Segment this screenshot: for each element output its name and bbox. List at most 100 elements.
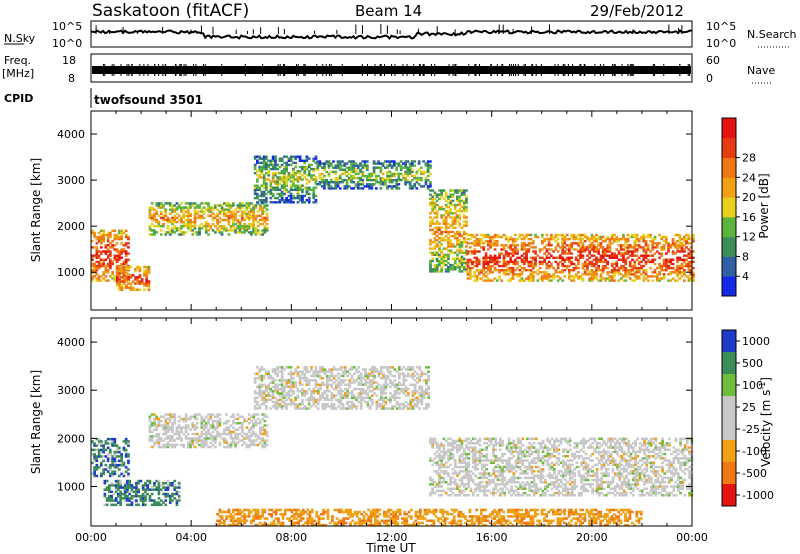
echo-pixel <box>111 246 114 249</box>
echo-pixel <box>139 479 143 483</box>
echo-pixel <box>189 218 192 222</box>
echo-pixel <box>211 424 215 427</box>
echo-pixel <box>274 407 277 410</box>
echo-pixel <box>468 273 472 276</box>
echo-pixel <box>442 222 446 225</box>
echo-pixel <box>150 430 154 434</box>
echo-pixel <box>449 241 452 244</box>
echo-pixel <box>339 400 343 404</box>
echo-pixel <box>350 390 354 393</box>
echo-pixel <box>122 448 126 452</box>
echo-pixel <box>473 250 477 253</box>
echo-pixel <box>495 262 499 266</box>
echo-pixel <box>554 260 558 264</box>
echo-pixel <box>345 170 349 174</box>
echo-pixel <box>449 251 452 254</box>
echo-pixel <box>368 176 371 180</box>
echo-pixel <box>397 183 401 186</box>
echo-pixel <box>617 244 621 247</box>
echo-pixel <box>177 484 181 487</box>
echo-pixel <box>95 466 99 469</box>
echo-pixel <box>475 250 479 253</box>
echo-pixel <box>241 231 244 234</box>
echo-pixel <box>119 503 122 507</box>
echo-pixel <box>527 242 531 245</box>
echo-pixel <box>362 398 365 402</box>
echo-pixel <box>97 437 101 441</box>
echo-pixel <box>202 426 206 429</box>
colorbar-segment <box>722 137 736 159</box>
echo-pixel <box>477 258 481 261</box>
echo-pixel <box>382 387 385 391</box>
echo-pixel <box>207 225 210 228</box>
echo-pixel <box>462 214 466 217</box>
echo-pixel <box>689 273 693 276</box>
echo-pixel <box>296 366 300 369</box>
echo-pixel <box>447 239 450 242</box>
echo-pixel <box>595 277 598 280</box>
echo-pixel <box>619 252 623 255</box>
echo-pixel <box>91 229 94 232</box>
echo-pixel <box>334 183 338 186</box>
echo-pixel <box>252 229 255 232</box>
echo-pixel <box>256 155 259 158</box>
echo-pixel <box>649 275 652 278</box>
echo-pixel <box>380 390 383 393</box>
echo-pixel <box>635 254 639 257</box>
echo-pixel <box>103 481 107 485</box>
echo-pixel <box>406 166 410 169</box>
echo-pixel <box>303 172 307 175</box>
echo-pixel <box>267 174 270 177</box>
echo-pixel <box>105 479 109 483</box>
echo-pixel <box>234 229 237 232</box>
echo-pixel <box>214 231 217 234</box>
echo-pixel <box>218 216 222 220</box>
echo-pixel <box>456 263 459 267</box>
echo-pixel <box>545 244 549 247</box>
echo-pixel <box>141 501 145 504</box>
echo-pixel <box>97 448 101 452</box>
echo-pixel <box>359 400 363 404</box>
echo-pixel <box>458 268 462 271</box>
echo-pixel <box>303 368 307 371</box>
echo-pixel <box>123 499 127 502</box>
echo-pixel <box>298 165 302 169</box>
echo-pixel <box>259 441 262 444</box>
echo-pixel <box>359 162 362 165</box>
echo-pixel <box>214 415 217 418</box>
echo-pixel <box>258 368 261 371</box>
colorbar-segment <box>722 216 736 238</box>
echo-pixel <box>568 275 571 278</box>
echo-pixel <box>122 474 126 478</box>
echo-pixel <box>511 254 515 257</box>
echo-pixel <box>532 256 535 259</box>
echo-pixel <box>511 244 515 247</box>
echo-pixel <box>667 250 670 253</box>
echo-pixel <box>157 497 161 500</box>
echo-pixel <box>120 248 123 251</box>
echo-pixel <box>543 252 546 255</box>
echo-pixel <box>125 284 128 287</box>
echo-pixel <box>182 231 186 234</box>
echo-pixel <box>382 407 385 410</box>
echo-pixel <box>465 253 468 256</box>
echo-pixel <box>227 233 231 236</box>
echo-pixel <box>456 249 459 252</box>
echo-pixel <box>265 407 268 410</box>
echo-pixel <box>635 248 639 251</box>
echo-pixel <box>653 246 657 249</box>
echo-pixel <box>429 201 432 205</box>
echo-pixel <box>289 366 293 369</box>
echo-pixel <box>449 268 452 271</box>
echo-pixel <box>234 218 237 222</box>
echo-pixel <box>375 181 378 184</box>
echo-pixel <box>411 185 414 188</box>
echo-pixel <box>263 413 267 416</box>
echo-pixel <box>595 256 598 259</box>
echo-pixel <box>137 503 140 507</box>
echo-pixel <box>426 166 430 169</box>
echo-pixel <box>343 379 347 382</box>
echo-pixel <box>232 216 235 220</box>
echo-pixel <box>468 258 472 261</box>
echo-pixel <box>438 270 441 273</box>
